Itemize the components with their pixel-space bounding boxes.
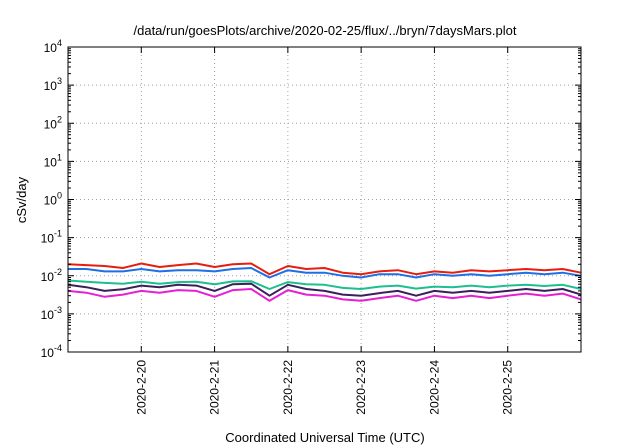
y-axis: 10-4 10-3 10-2 10-1 100 101 102 103 104 <box>41 38 581 360</box>
y-tick-label: 10-3 <box>41 305 62 322</box>
series-line-4 <box>67 282 582 297</box>
y-tick-label: 10-4 <box>41 343 62 360</box>
y-tick-label: 100 <box>44 191 62 208</box>
x-tick-label: 2020-2-23 <box>354 360 368 415</box>
series-line-1 <box>67 262 582 276</box>
y-tick-label: 103 <box>44 76 62 93</box>
y-tick-label: 101 <box>44 152 62 169</box>
x-axis: 2020-2-20 2020-2-21 2020-2-22 2020-2-23 2020… <box>134 47 515 415</box>
x-tick-label: 2020-2-20 <box>134 360 148 415</box>
y-tick-label: 104 <box>44 38 62 55</box>
y-tick-label: 10-2 <box>41 267 62 284</box>
series-line-5 <box>67 288 582 302</box>
y-axis-label: cSv/day <box>14 176 29 223</box>
plot-area <box>67 262 582 302</box>
series-line-3 <box>67 279 582 290</box>
y-tick-label: 102 <box>44 114 62 131</box>
x-tick-label: 2020-2-24 <box>427 360 441 415</box>
x-tick-label: 2020-2-22 <box>281 360 295 415</box>
x-tick-label: 2020-2-21 <box>208 360 222 415</box>
x-axis-label: Coordinated Universal Time (UTC) <box>225 430 424 445</box>
series-line-2 <box>68 267 582 279</box>
chart-title: /data/run/goesPlots/archive/2020-02-25/f… <box>134 23 517 38</box>
y-tick-label: 10-1 <box>41 229 62 246</box>
grid <box>68 47 581 352</box>
x-tick-label: 2020-2-25 <box>501 360 515 415</box>
